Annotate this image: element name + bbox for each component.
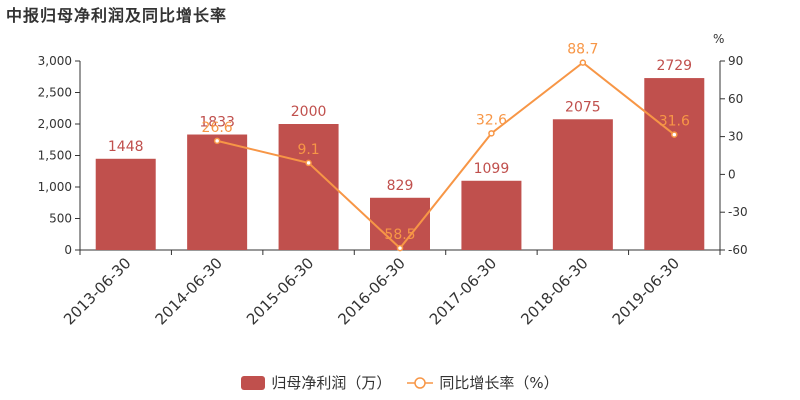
legend-item-bar[interactable]: 归母净利润（万） <box>241 372 391 393</box>
left-tick-label: 1,500 <box>38 149 72 163</box>
right-tick-label: 30 <box>728 130 743 144</box>
right-tick-label: -60 <box>728 243 748 257</box>
x-tick-label: 2016-06-30 <box>334 254 408 328</box>
x-tick-label: 2015-06-30 <box>243 254 317 328</box>
x-tick-label: 2017-06-30 <box>426 254 500 328</box>
line-point <box>305 159 312 167</box>
line-point <box>488 130 495 137</box>
bar-labels: 1448 1833 2000 829 1099 2075 2729 <box>108 58 692 194</box>
x-tick-label: 2019-06-30 <box>609 254 683 328</box>
left-tick-label: 500 <box>49 212 72 226</box>
legend-bar-swatch <box>241 375 266 390</box>
bar-data-label: 1833 <box>199 115 235 131</box>
bar <box>95 158 156 250</box>
legend-item-line[interactable]: 同比增长率（%） <box>407 372 559 393</box>
right-tick-label: 90 <box>728 54 743 68</box>
right-tick-label: 60 <box>728 92 743 106</box>
line-point <box>671 131 678 138</box>
line-series <box>213 59 678 252</box>
bar-data-label: 829 <box>387 178 414 194</box>
bar <box>278 124 339 250</box>
legend-bar-label: 归母净利润（万） <box>271 374 392 392</box>
line-data-label: 58.5 <box>384 227 415 243</box>
legend-line-swatch <box>407 376 434 389</box>
right-tick-label: -30 <box>728 205 748 219</box>
x-tick-label: 2018-06-30 <box>517 254 591 328</box>
line-data-label: 31.6 <box>659 114 690 130</box>
growth-line <box>216 61 675 250</box>
bar-data-label: 2075 <box>565 99 601 115</box>
line-point <box>396 244 404 252</box>
bar-data-label: 1448 <box>108 139 144 155</box>
left-tick-label: 1,000 <box>38 180 72 194</box>
line-labels: 26.6 9.1 58.5 32.6 88.7 31.6 <box>202 42 690 243</box>
bar-data-label: 2729 <box>656 58 692 74</box>
bar <box>552 119 613 251</box>
line-point <box>213 137 221 145</box>
legend: 归母净利润（万） 同比增长率（%） <box>0 372 800 393</box>
chart-title: 中报归母净利润及同比增长率 <box>6 6 228 25</box>
bar-series <box>95 78 705 251</box>
x-tick-label: 2014-06-30 <box>152 254 226 328</box>
line-data-label: 88.7 <box>567 42 598 58</box>
x-tick-label: 2013-06-30 <box>60 254 134 328</box>
bar-data-label: 2000 <box>291 104 327 120</box>
right-tick-label: 0 <box>728 167 736 181</box>
line-data-label: 32.6 <box>476 112 507 128</box>
right-axis-unit: % <box>713 32 724 46</box>
line-data-label: 9.1 <box>297 142 319 158</box>
bar <box>187 134 248 250</box>
left-tick-label: 2,500 <box>38 86 72 100</box>
line-data-label: 26.6 <box>202 120 233 136</box>
left-tick-label: 3,000 <box>38 54 72 68</box>
legend-line-label: 同比增长率（%） <box>439 374 559 392</box>
bar <box>644 78 705 250</box>
left-tick-label: 2,000 <box>38 117 72 131</box>
bar-data-label: 1099 <box>474 161 510 177</box>
left-tick-label: 0 <box>64 243 72 257</box>
bar <box>461 180 522 250</box>
line-point <box>579 59 587 66</box>
